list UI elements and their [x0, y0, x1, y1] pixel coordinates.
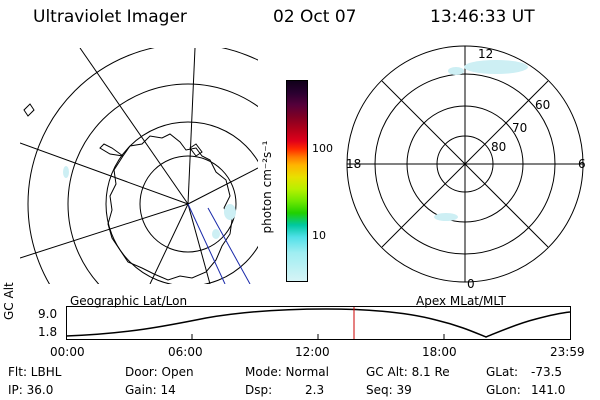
glat-label: GLat:: [486, 365, 519, 379]
mlt-label-12: 12: [478, 47, 494, 61]
lat-circles: [27, 48, 258, 284]
ip-status: IP: 36.0: [8, 383, 54, 397]
apex-map-label: Apex MLat/MLT: [416, 294, 506, 308]
color-scale-bar: [286, 80, 308, 282]
gc-alt-status: GC Alt: 8.1 Re: [366, 365, 450, 379]
dsp-value: 2.3: [305, 383, 325, 397]
geographic-map: [20, 48, 258, 284]
colorbar-tick-10: 10: [312, 229, 326, 242]
xtick-1800: 18:00: [422, 345, 457, 359]
antarctic-peninsula: [99, 143, 124, 157]
orbit-track: [207, 207, 251, 284]
xtick-1200: 12:00: [295, 345, 330, 359]
mlat-label-80: 80: [491, 140, 507, 154]
xtick-2359: 23:59: [550, 345, 585, 359]
aurora-patches: [63, 166, 236, 239]
altitude-ylabel: GC Alt: [2, 282, 16, 320]
door-status: Door: Open: [125, 365, 194, 379]
xtick-0600: 06:00: [168, 345, 203, 359]
apex-mlt-polar-plot: [346, 45, 584, 283]
mlt-label-6: 6: [578, 157, 586, 171]
aurora-oval: [434, 60, 528, 221]
glon-label: GLon:: [486, 383, 521, 397]
filter-status: Flt: LBHL: [8, 365, 62, 379]
altitude-plot: [66, 306, 571, 340]
altitude-curve: [66, 308, 571, 338]
colorbar-unit-label: photon cm⁻²s⁻¹: [260, 140, 274, 234]
mode-status: Mode: Normal: [245, 365, 329, 379]
instrument-title: Ultraviolet Imager: [33, 7, 187, 27]
mlat-label-70: 70: [512, 121, 528, 135]
xtick-0000: 00:00: [50, 345, 85, 359]
observation-time: 13:46:33 UT: [430, 7, 535, 27]
glon-value: 141.0: [531, 383, 566, 397]
geographic-map-label: Geographic Lat/Lon: [70, 294, 188, 308]
mlat-label-60: 60: [535, 98, 551, 112]
colorbar-tick-100: 100: [312, 142, 333, 155]
altitude-ytick-top: 9.0: [38, 307, 58, 321]
dsp-label: Dsp:: [245, 383, 273, 397]
mlt-label-18: 18: [346, 157, 362, 171]
glat-value: -73.5: [531, 365, 563, 379]
lon-lines: [20, 48, 258, 284]
seq-status: Seq: 39: [366, 383, 412, 397]
gain-status: Gain: 14: [125, 383, 176, 397]
mlt-label-0: 0: [467, 277, 475, 291]
altitude-ytick-bottom: 1.8: [38, 325, 58, 339]
observation-date: 02 Oct 07: [273, 7, 357, 27]
